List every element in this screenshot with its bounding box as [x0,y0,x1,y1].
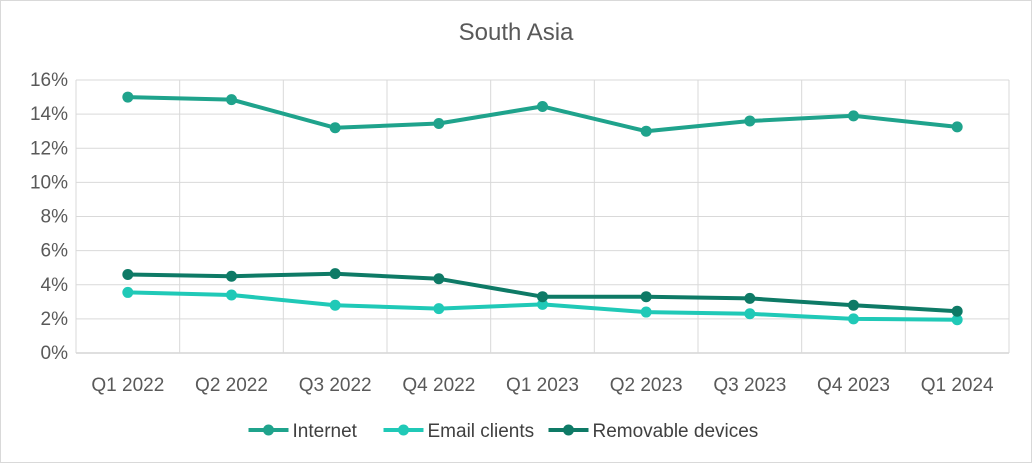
data-point [433,118,445,130]
data-point [640,125,652,137]
data-point [744,292,756,304]
y-tick-label: 8% [41,207,69,228]
x-tick-label: Q4 2022 [402,375,475,396]
x-tick-label: Q2 2023 [610,375,683,396]
data-point [951,305,963,317]
data-point [433,303,445,315]
x-tick-label: Q1 2022 [91,375,164,396]
x-tick-label: Q3 2023 [713,375,786,396]
data-point [226,94,237,106]
legend-swatch-marker [263,424,274,436]
y-tick-label: 12% [30,138,68,159]
data-point [744,308,756,320]
data-point [744,115,756,127]
data-point [537,291,548,303]
data-point [537,100,548,112]
data-point [951,314,963,326]
data-point [329,122,341,134]
legend-swatch-marker [563,424,574,436]
data-point [848,110,859,122]
legend-swatch-marker [398,424,409,436]
legend-label: Removable devices [593,421,759,442]
legend-label: Email clients [428,421,535,442]
data-point [122,286,134,298]
data-point [226,270,237,282]
data-point [848,313,859,325]
data-point [951,121,963,133]
x-tick-label: Q1 2023 [506,375,579,396]
data-point [329,268,341,280]
data-point [848,299,859,311]
data-point [122,269,134,281]
data-point [640,291,652,303]
data-point [329,299,341,311]
data-point [537,298,548,310]
data-point [640,306,652,318]
y-tick-label: 2% [41,309,69,330]
data-point [433,273,445,285]
legend-label: Internet [293,421,358,442]
y-tick-label: 0% [41,343,69,364]
y-tick-label: 6% [41,241,69,262]
y-tick-label: 16% [30,70,68,91]
y-tick-label: 14% [30,104,68,125]
x-tick-label: Q2 2022 [195,375,268,396]
y-tick-label: 10% [30,172,68,193]
data-point [122,91,134,103]
y-tick-label: 4% [41,275,69,296]
x-tick-label: Q4 2023 [817,375,890,396]
data-point [226,289,237,301]
chart-title: South Asia [458,19,574,46]
x-tick-label: Q3 2022 [299,375,372,396]
x-tick-label: Q1 2024 [921,375,994,396]
